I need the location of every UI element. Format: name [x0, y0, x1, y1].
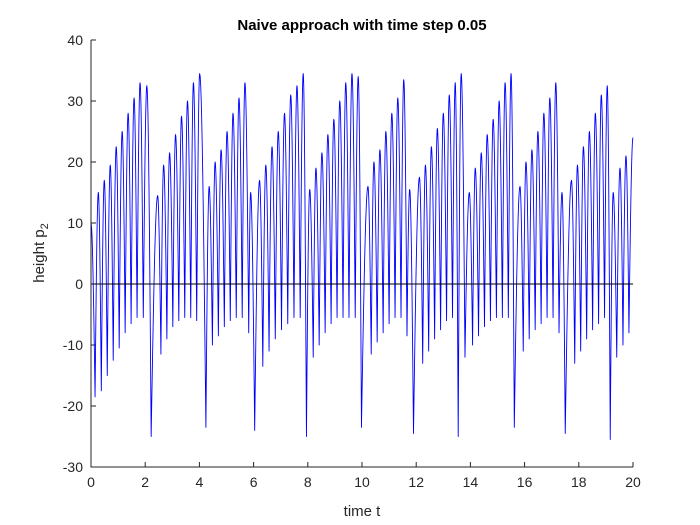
y-tick-label: 10: [67, 215, 83, 231]
ticks-layer: 0 2 4 6 8 10 12 14 16 18 20 -30 -20 -10 0 10 20 30 40: [63, 32, 641, 490]
x-tick-label: 8: [304, 474, 312, 490]
y-tick-label: 30: [67, 93, 83, 109]
x-tick-label: 4: [196, 474, 204, 490]
x-tick-label: 6: [250, 474, 258, 490]
y-tick-label: 40: [67, 32, 83, 48]
x-tick-label: 2: [141, 474, 149, 490]
series-line: [90, 73, 634, 440]
x-axis-label: time t: [344, 503, 382, 520]
x-tick-label: 10: [354, 474, 370, 490]
axes-box: [90, 40, 633, 468]
x-tick-label: 18: [571, 474, 587, 490]
x-tick-label: 20: [625, 474, 641, 490]
y-axis-label-subscript: 2: [39, 223, 51, 229]
y-tick-label: -20: [63, 398, 83, 414]
y-tick-label: 0: [75, 276, 83, 292]
x-tick-label: 14: [463, 474, 479, 490]
y-tick-label: -10: [63, 337, 83, 353]
x-tick-label: 0: [87, 474, 95, 490]
y-tick-label: -30: [63, 459, 83, 475]
y-axis-label-main: height p: [31, 229, 48, 282]
x-tick-label: 16: [517, 474, 533, 490]
series-layer: [90, 73, 634, 440]
chart-title: Naive approach with time step 0.05: [237, 17, 486, 34]
y-axis-label: height p2: [31, 223, 51, 283]
x-tick-label: 12: [408, 474, 424, 490]
y-tick-label: 20: [67, 154, 83, 170]
